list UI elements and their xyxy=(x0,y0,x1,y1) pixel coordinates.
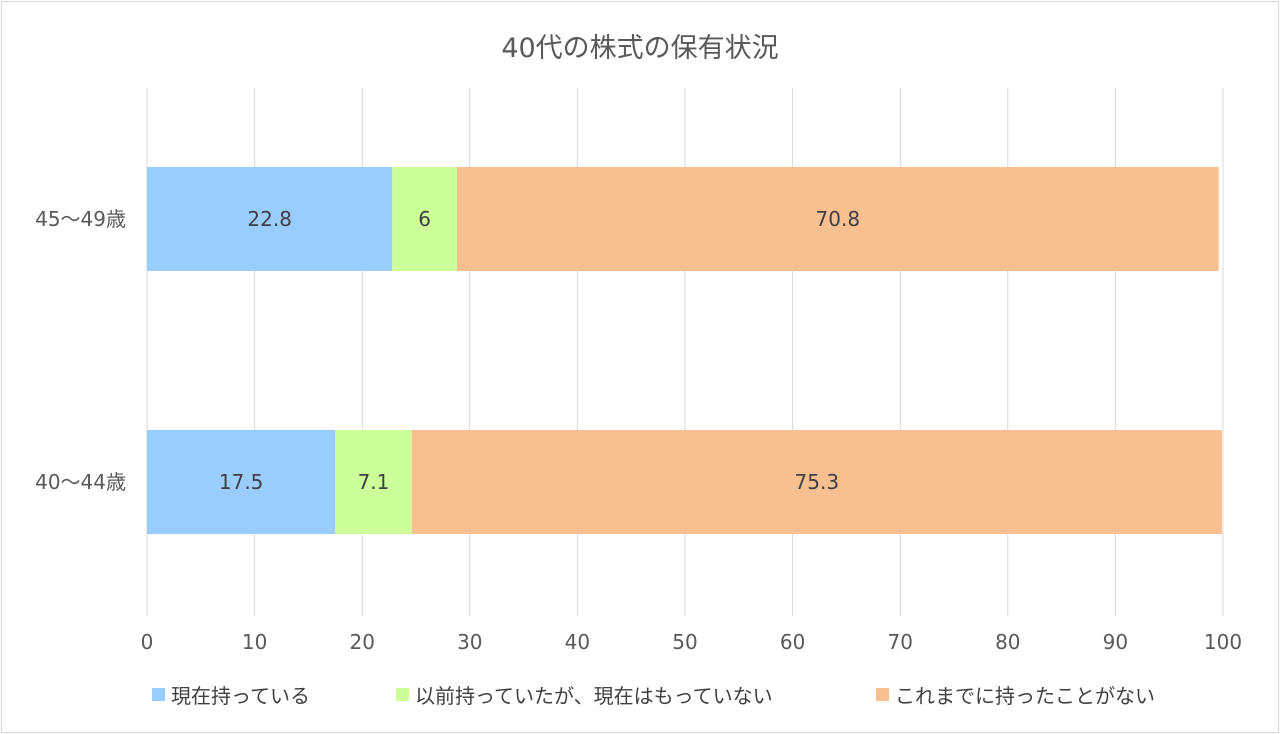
bar-0-series-2 xyxy=(456,167,1219,271)
data-label-0-series-2: 70.8 xyxy=(816,207,861,231)
bar-0-series-1 xyxy=(392,167,457,271)
y-category-label-0: 45～49歳 xyxy=(35,207,126,231)
legend-item-0: 現在持っている xyxy=(152,680,310,709)
x-tick-label-4: 40 xyxy=(565,630,590,654)
x-tick-label-7: 70 xyxy=(887,630,912,654)
legend-item-2: これまでに持ったことがない xyxy=(876,680,1155,709)
x-tick-label-0: 0 xyxy=(141,630,154,654)
bar-1-series-2 xyxy=(411,430,1222,534)
bar-1-series-0 xyxy=(147,430,336,534)
chart-title: 40代の株式の保有状況 xyxy=(501,33,779,64)
bar-1-series-1 xyxy=(335,430,412,534)
x-tick-label-8: 80 xyxy=(995,630,1020,654)
x-tick-label-6: 60 xyxy=(780,630,805,654)
data-label-0-series-1: 6 xyxy=(418,207,431,231)
x-tick-label-9: 90 xyxy=(1103,630,1128,654)
x-tick-label-10: 100 xyxy=(1204,630,1242,654)
y-category-label-1: 40～44歳 xyxy=(35,470,126,494)
bar-0-series-0 xyxy=(147,167,393,271)
x-tick-label-2: 20 xyxy=(349,630,374,654)
legend-swatch-1 xyxy=(396,688,409,701)
legend-label-1: 以前持っていたが、現在はもっていない xyxy=(415,684,773,708)
legend-label-0: 現在持っている xyxy=(171,684,310,708)
legend-swatch-2 xyxy=(876,688,889,701)
data-label-0-series-0: 22.8 xyxy=(247,207,292,231)
legend-item-1: 以前持っていたが、現在はもっていない xyxy=(396,680,773,709)
chart-legend: 現在持っている 以前持っていたが、現在はもっていない これまでに持ったことがない xyxy=(0,680,1280,710)
data-label-1-series-1: 7.1 xyxy=(358,470,390,494)
x-tick-label-3: 30 xyxy=(457,630,482,654)
data-label-1-series-0: 17.5 xyxy=(219,470,264,494)
data-label-1-series-2: 75.3 xyxy=(795,470,840,494)
x-tick-label-1: 10 xyxy=(242,630,267,654)
legend-swatch-0 xyxy=(152,688,165,701)
legend-label-2: これまでに持ったことがない xyxy=(895,684,1155,708)
x-tick-label-5: 50 xyxy=(672,630,697,654)
